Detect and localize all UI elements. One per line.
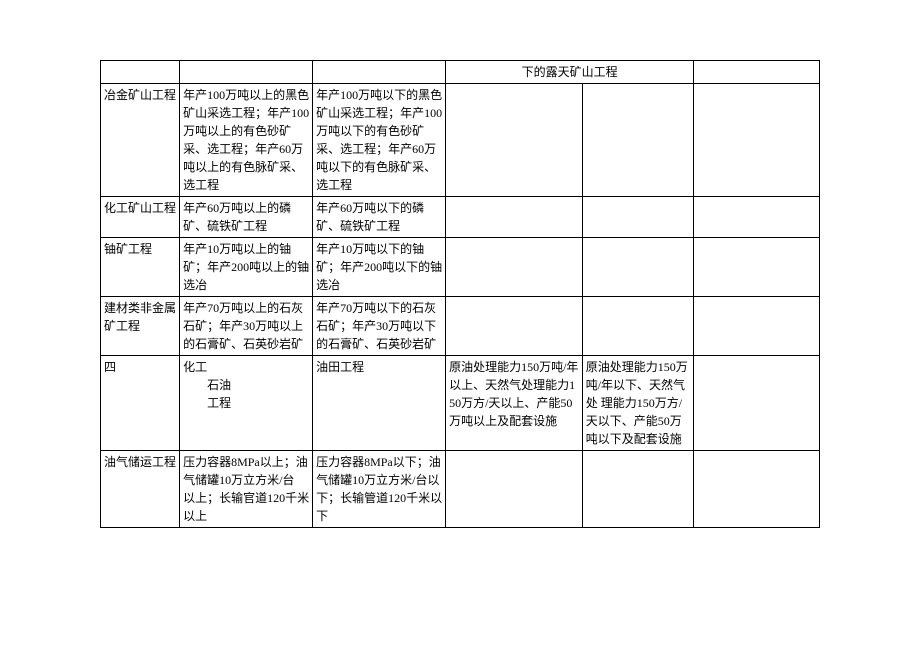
cell: 年产60万吨以下的磷矿、硫铁矿工程 — [313, 197, 446, 238]
cell: 年产100万吨以上的黑色矿山采选工程；年产100万吨以上的有色砂矿采、选工程；年… — [180, 84, 313, 197]
cell — [313, 61, 446, 84]
cell: 压力容器8MPa以下；油气储罐10万立方米/台以下；长输管道120千米以下 — [313, 451, 446, 528]
cell-category: 建材类非金属矿工程 — [101, 297, 180, 356]
cell — [582, 451, 693, 528]
cell — [446, 84, 583, 197]
cell — [694, 356, 820, 451]
cell — [582, 84, 693, 197]
cell — [180, 61, 313, 84]
cell-category: 油气储运工程 — [101, 451, 180, 528]
cell — [582, 197, 693, 238]
cell-category: 冶金矿山工程 — [101, 84, 180, 197]
cell-line: 化工 — [183, 360, 207, 374]
cell — [582, 238, 693, 297]
cell-category: 化工矿山工程 — [101, 197, 180, 238]
table-row: 建材类非金属矿工程 年产70万吨以上的石灰石矿；年产30万吨以上的石膏矿、石英砂… — [101, 297, 820, 356]
cell — [446, 451, 583, 528]
cell — [694, 61, 820, 84]
spec-table: 下的露天矿山工程 冶金矿山工程 年产100万吨以上的黑色矿山采选工程；年产100… — [100, 60, 820, 528]
cell — [694, 451, 820, 528]
cell: 年产70万吨以上的石灰石矿；年产30万吨以上的石膏矿、石英砂岩矿 — [180, 297, 313, 356]
cell — [694, 238, 820, 297]
cell: 化工 石油 工程 — [180, 356, 313, 451]
cell: 压力容器8MPa以上；油气储罐10万立方米/台 以上；长输官道120千米以上 — [180, 451, 313, 528]
table-row: 冶金矿山工程 年产100万吨以上的黑色矿山采选工程；年产100万吨以上的有色砂矿… — [101, 84, 820, 197]
table-row: 下的露天矿山工程 — [101, 61, 820, 84]
cell-line: 工程 — [183, 394, 309, 412]
cell: 油田工程 — [313, 356, 446, 451]
cell: 年产70万吨以下的石灰石矿；年产30万吨以下的石膏矿、石英砂岩矿 — [313, 297, 446, 356]
cell — [694, 84, 820, 197]
cell-line: 石油 — [183, 376, 309, 394]
cell — [694, 197, 820, 238]
cell: 年产100万吨以下的黑色矿山采选工程；年产100万吨以下的有色砂矿采、选工程；年… — [313, 84, 446, 197]
cell: 年产60万吨以上的磷矿、硫铁矿工程 — [180, 197, 313, 238]
cell: 年产10万吨以上的铀矿；年产200吨以上的铀选冶 — [180, 238, 313, 297]
cell-category: 铀矿工程 — [101, 238, 180, 297]
table-row: 化工矿山工程 年产60万吨以上的磷矿、硫铁矿工程 年产60万吨以下的磷矿、硫铁矿… — [101, 197, 820, 238]
cell — [694, 297, 820, 356]
table-row: 油气储运工程 压力容器8MPa以上；油气储罐10万立方米/台 以上；长输官道12… — [101, 451, 820, 528]
cell — [101, 61, 180, 84]
cell — [446, 238, 583, 297]
cell: 原油处理能力150万吨/年以上、天然气处理能力150万方/天以上、产能50万吨以… — [446, 356, 583, 451]
cell: 下的露天矿山工程 — [446, 61, 694, 84]
cell: 年产10万吨以下的铀矿；年产200吨以下的铀选冶 — [313, 238, 446, 297]
table-row: 四 化工 石油 工程 油田工程 原油处理能力150万吨/年以上、天然气处理能力1… — [101, 356, 820, 451]
cell — [582, 297, 693, 356]
table-row: 铀矿工程 年产10万吨以上的铀矿；年产200吨以上的铀选冶 年产10万吨以下的铀… — [101, 238, 820, 297]
cell: 原油处理能力150万吨/年以下、天然气处 理能力150万方/天以下、产能50万吨… — [582, 356, 693, 451]
document-page: 下的露天矿山工程 冶金矿山工程 年产100万吨以上的黑色矿山采选工程；年产100… — [0, 0, 920, 588]
cell-section-number: 四 — [101, 356, 180, 451]
cell — [446, 197, 583, 238]
cell — [446, 297, 583, 356]
